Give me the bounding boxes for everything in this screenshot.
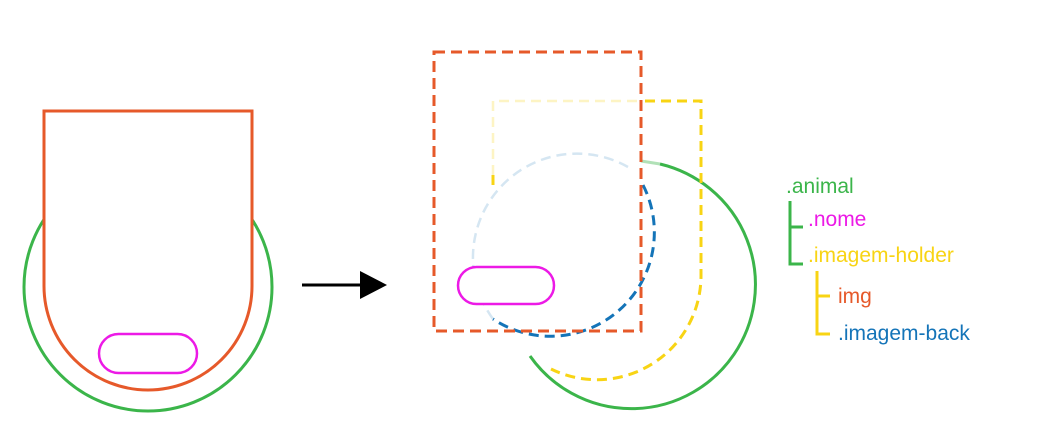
img-label: img <box>838 285 872 308</box>
nome-pill-exploded <box>456 265 556 306</box>
animal-branch-lines <box>788 201 803 266</box>
img-outline <box>432 50 643 333</box>
tree-legend: .animal .nome .imagem-holder img .imagem… <box>786 175 970 345</box>
animal-faded-arc <box>640 159 661 166</box>
nome-label: .nome <box>808 208 866 231</box>
imagem-holder-faded <box>491 99 641 175</box>
animal-circle-exploded <box>528 162 757 411</box>
imagem-back-outline <box>492 184 656 338</box>
exploded-element <box>432 50 757 411</box>
img-shape <box>42 109 254 392</box>
composed-element <box>22 109 274 413</box>
imagem-holder-outline <box>491 99 703 382</box>
transform-arrow <box>302 271 387 299</box>
imagem-holder-branch-lines <box>815 271 830 336</box>
animal-label: .animal <box>786 175 854 198</box>
imagem-holder-label: .imagem-holder <box>808 244 954 267</box>
arrow-head <box>360 271 387 299</box>
nome-pill <box>97 332 199 375</box>
imagem-back-label: .imagem-back <box>838 322 970 345</box>
